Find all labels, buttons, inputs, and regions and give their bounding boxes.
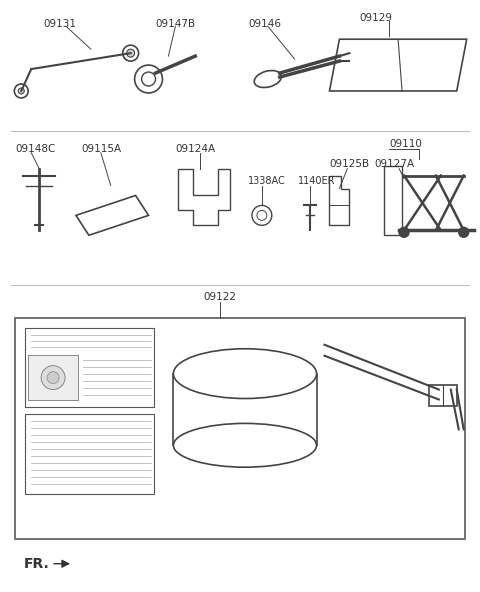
Bar: [25, 328, 155, 407]
Text: 09115A: 09115A: [81, 144, 121, 154]
Bar: [429, 385, 457, 407]
Circle shape: [134, 65, 162, 93]
Bar: [25, 414, 155, 494]
Circle shape: [47, 372, 59, 384]
Polygon shape: [179, 169, 230, 226]
Circle shape: [127, 49, 134, 57]
Text: 09129: 09129: [360, 14, 392, 23]
Text: 09131: 09131: [43, 20, 76, 30]
Text: 09125B: 09125B: [329, 159, 370, 169]
Circle shape: [123, 45, 139, 61]
Text: 09124A: 09124A: [175, 144, 216, 154]
Text: 1140ER: 1140ER: [298, 176, 335, 185]
Text: 09148C: 09148C: [15, 144, 56, 154]
Circle shape: [459, 227, 468, 237]
Ellipse shape: [173, 349, 316, 398]
Text: 09147B: 09147B: [156, 20, 196, 30]
Circle shape: [257, 210, 267, 220]
Text: 1338AC: 1338AC: [248, 176, 286, 185]
Text: FR.: FR.: [23, 556, 49, 571]
FancyArrowPatch shape: [54, 561, 69, 567]
Circle shape: [18, 88, 24, 94]
Text: 09110: 09110: [389, 139, 422, 149]
Polygon shape: [76, 195, 148, 235]
Text: 09146: 09146: [248, 20, 281, 30]
Circle shape: [14, 84, 28, 98]
Circle shape: [142, 72, 156, 86]
Bar: [28, 355, 78, 400]
Bar: [384, 166, 402, 235]
Polygon shape: [329, 176, 349, 226]
Ellipse shape: [254, 70, 281, 88]
Circle shape: [41, 366, 65, 390]
Circle shape: [252, 205, 272, 226]
Polygon shape: [329, 39, 467, 91]
Circle shape: [399, 227, 409, 237]
Text: 09122: 09122: [204, 292, 237, 302]
Ellipse shape: [173, 423, 316, 467]
Text: 09127A: 09127A: [374, 159, 414, 169]
Bar: [15, 318, 465, 539]
